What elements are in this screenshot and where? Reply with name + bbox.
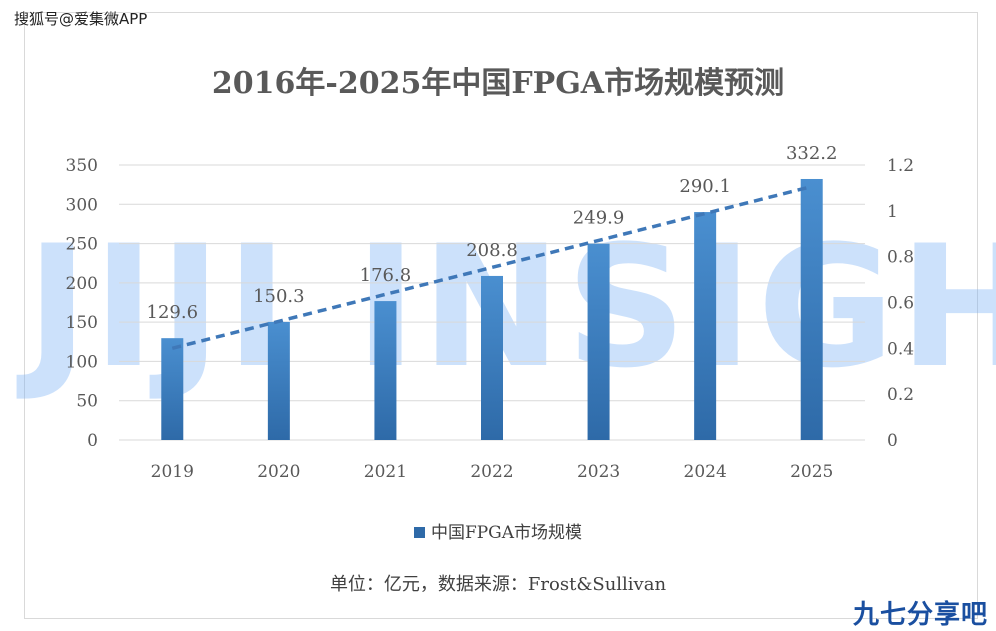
bar xyxy=(481,275,503,440)
x-tick-label: 2021 xyxy=(364,462,407,482)
y2-tick-label: 0.4 xyxy=(887,339,914,359)
trendline xyxy=(171,184,813,350)
y2-tick-label: 1 xyxy=(887,202,898,222)
y2-tick-label: 0.8 xyxy=(887,248,914,268)
x-tick-label: 2024 xyxy=(684,462,727,482)
y-tick-label: 100 xyxy=(66,352,98,372)
y2-tick-label: 0.6 xyxy=(887,294,914,314)
y2-tick-label: 1.2 xyxy=(887,156,914,176)
y-tick-label: 50 xyxy=(76,392,98,412)
x-tick-label: 2025 xyxy=(790,462,833,482)
bar xyxy=(374,301,397,440)
data-label: 208.8 xyxy=(466,240,518,261)
y2-tick-label: 0 xyxy=(887,431,898,451)
x-axis: 2019 2020 2021 2022 2023 2024 2025 xyxy=(151,462,834,482)
data-label: 176.8 xyxy=(360,265,412,286)
legend: 中国FPGA市场规模 xyxy=(0,518,996,543)
y-tick-label: 200 xyxy=(66,274,98,294)
corner-watermark: 九七分享吧 xyxy=(852,600,988,630)
y-tick-label: 0 xyxy=(87,431,98,451)
data-label: 129.6 xyxy=(147,302,199,323)
x-tick-label: 2022 xyxy=(470,462,513,482)
chart-title: 2016年-2025年中国FPGA市场规模预测 xyxy=(211,66,785,101)
x-tick-label: 2020 xyxy=(257,462,300,482)
x-tick-label: 2023 xyxy=(577,462,620,482)
legend-swatch xyxy=(413,527,425,538)
x-tick-label: 2019 xyxy=(151,462,194,482)
data-label: 150.3 xyxy=(253,286,305,307)
y-axis-left: 0 50 100 150 200 250 300 350 xyxy=(66,156,98,451)
y-tick-label: 300 xyxy=(66,195,98,215)
unit-note: 单位：亿元，数据来源：Frost&Sullivan xyxy=(329,574,667,595)
bar xyxy=(587,243,610,440)
y-tick-label: 150 xyxy=(66,313,98,333)
source-watermark: 搜狐号@爱集微APP xyxy=(14,10,148,28)
bar xyxy=(267,321,290,440)
bar xyxy=(800,178,823,440)
legend-label: 中国FPGA市场规模 xyxy=(430,523,583,543)
y-tick-label: 350 xyxy=(66,156,98,176)
data-labels: 129.6 150.3 176.8 208.8 249.9 290.1 332.2 xyxy=(147,143,838,323)
bar xyxy=(161,338,184,440)
bar-series xyxy=(161,178,823,440)
y-tick-label: 250 xyxy=(66,235,98,255)
trendline-path xyxy=(171,184,813,350)
y-axis-right: 0 0.2 0.4 0.6 0.8 1 1.2 xyxy=(887,156,914,451)
data-label: 332.2 xyxy=(786,143,838,164)
data-label: 249.9 xyxy=(573,208,625,229)
bar xyxy=(694,212,717,440)
data-label: 290.1 xyxy=(679,176,731,197)
y2-tick-label: 0.2 xyxy=(887,385,914,405)
